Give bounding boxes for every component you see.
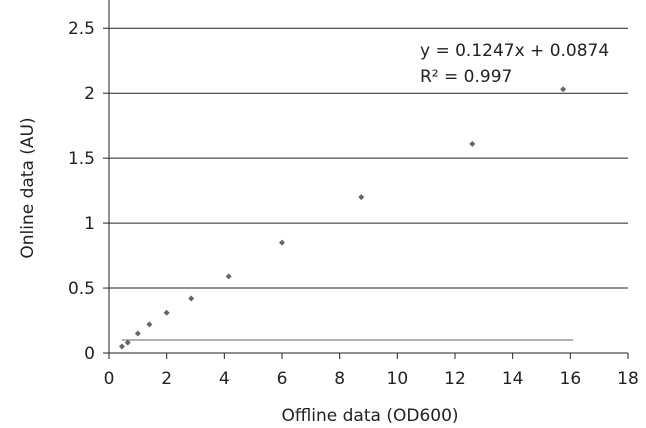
y-tick-label: 2	[84, 84, 95, 104]
y-ticks: 0 0.5 1 1.5 2 2.5	[68, 19, 109, 364]
equation-annotation: y = 0.1247x + 0.0874	[420, 41, 609, 61]
data-point	[163, 309, 170, 316]
y-tick-label: 1	[84, 214, 95, 234]
y-tick-label: 2.5	[68, 19, 95, 39]
y-tick-label: 0.5	[68, 279, 95, 299]
x-tick-label: 2	[161, 369, 172, 389]
x-tick-label: 0	[104, 369, 115, 389]
r-squared-annotation: R² = 0.997	[420, 67, 512, 87]
data-point	[225, 273, 232, 280]
x-tick-label: 4	[219, 369, 230, 389]
x-ticks: 0 2 4 6 8 10 12 14 16 18	[104, 353, 639, 389]
x-axis-title: Offline data (OD600)	[281, 406, 458, 426]
x-tick-label: 14	[502, 369, 524, 389]
x-tick-label: 18	[617, 369, 639, 389]
y-axis-title: Online data (AU)	[18, 117, 38, 258]
data-point	[358, 194, 365, 201]
data-point	[279, 239, 285, 246]
y-tick-label: 0	[84, 344, 95, 364]
gridlines	[109, 27, 628, 289]
data-point	[134, 330, 141, 337]
data-point	[146, 321, 153, 328]
x-tick-label: 8	[334, 369, 345, 389]
data-point	[118, 343, 125, 350]
x-tick-label: 12	[444, 369, 466, 389]
data-point	[469, 140, 476, 147]
data-point	[188, 295, 195, 302]
x-tick-label: 6	[277, 369, 288, 389]
y-tick-label: 1.5	[68, 149, 95, 169]
data-points	[118, 86, 567, 350]
data-point	[560, 86, 567, 93]
data-point	[124, 339, 131, 346]
x-tick-label: 10	[387, 369, 409, 389]
x-tick-label: 16	[560, 369, 582, 389]
